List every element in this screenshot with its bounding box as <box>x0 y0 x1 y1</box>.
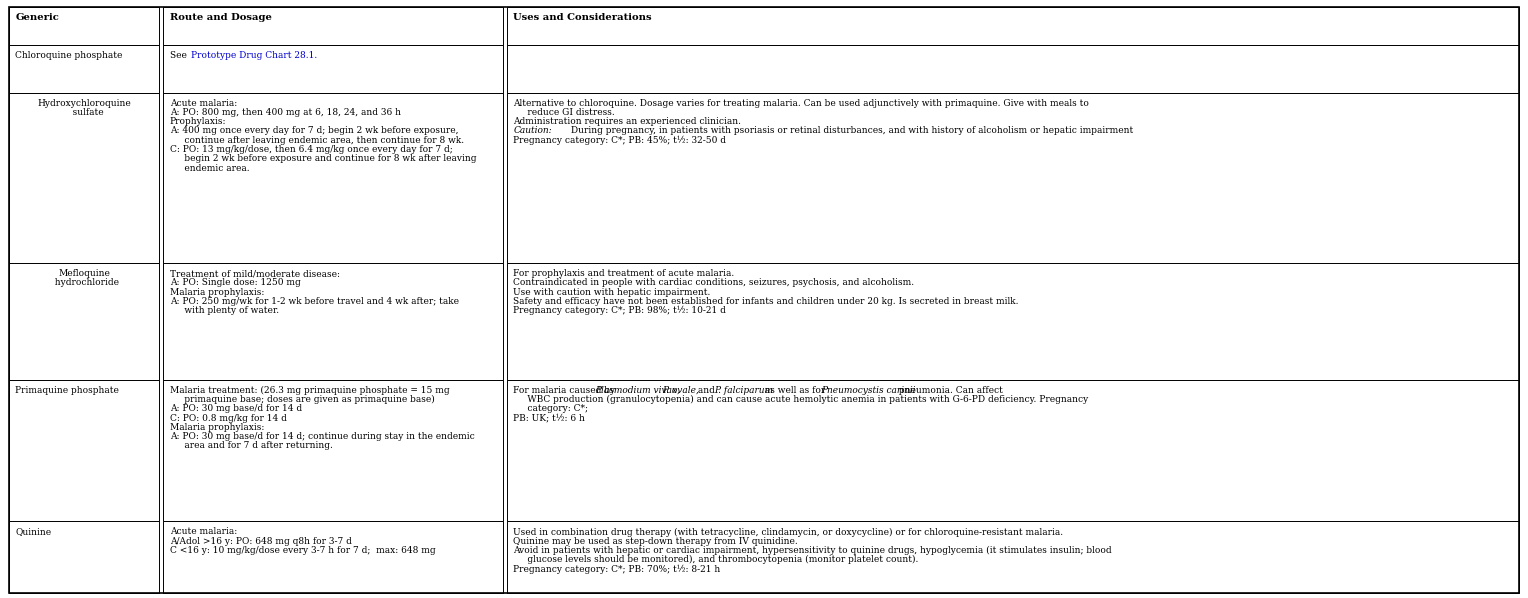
Text: Malaria prophylaxis:: Malaria prophylaxis: <box>170 288 264 297</box>
Text: WBC production (granulocytopenia) and can cause acute hemolytic anemia in patien: WBC production (granulocytopenia) and ca… <box>513 395 1088 404</box>
Text: PB: UK; t½: 6 h: PB: UK; t½: 6 h <box>513 414 585 423</box>
Text: and: and <box>695 386 718 395</box>
Text: P. falciparum: P. falciparum <box>714 386 773 395</box>
Text: Use with caution with hepatic impairment.: Use with caution with hepatic impairment… <box>513 288 711 297</box>
Text: Acute malaria:: Acute malaria: <box>170 99 237 108</box>
Text: Quinine may be used as step-down therapy from IV quinidine.: Quinine may be used as step-down therapy… <box>513 537 798 546</box>
Text: Acute malaria:: Acute malaria: <box>170 527 237 536</box>
Text: reduce GI distress.: reduce GI distress. <box>513 108 616 117</box>
Bar <box>9 263 159 380</box>
Text: A: PO: 250 mg/wk for 1-2 wk before travel and 4 wk after; take: A: PO: 250 mg/wk for 1-2 wk before trave… <box>170 297 458 306</box>
Bar <box>9 45 159 93</box>
Text: Pneumocystis carinii: Pneumocystis carinii <box>822 386 917 395</box>
Text: A: PO: 800 mg, then 400 mg at 6, 18, 24, and 36 h: A: PO: 800 mg, then 400 mg at 6, 18, 24,… <box>170 108 400 117</box>
Text: For prophylaxis and treatment of acute malaria.: For prophylaxis and treatment of acute m… <box>513 269 735 278</box>
Text: C <16 y: 10 mg/kg/dose every 3-7 h for 7 d;  max: 648 mg: C <16 y: 10 mg/kg/dose every 3-7 h for 7… <box>170 546 435 555</box>
Text: area and for 7 d after returning.: area and for 7 d after returning. <box>170 441 333 450</box>
Bar <box>163 521 503 593</box>
Bar <box>507 93 1519 263</box>
Text: A: PO: Single dose: 1250 mg: A: PO: Single dose: 1250 mg <box>170 278 301 288</box>
Text: Quinine: Quinine <box>15 527 52 536</box>
Bar <box>9 93 159 263</box>
Text: Contraindicated in people with cardiac conditions, seizures, psychosis, and alco: Contraindicated in people with cardiac c… <box>513 278 915 288</box>
Bar <box>163 263 503 380</box>
Text: Caution:: Caution: <box>513 126 552 136</box>
Text: A: PO: 30 mg base/d for 14 d: A: PO: 30 mg base/d for 14 d <box>170 404 301 413</box>
Text: C: PO: 13 mg/kg/dose, then 6.4 mg/kg once every day for 7 d;: C: PO: 13 mg/kg/dose, then 6.4 mg/kg onc… <box>170 145 452 154</box>
Text: Pregnancy category: C*; PB: 70%; t½: 8-21 h: Pregnancy category: C*; PB: 70%; t½: 8-2… <box>513 565 721 574</box>
Text: Safety and efficacy have not been established for infants and children under 20 : Safety and efficacy have not been establ… <box>513 297 1019 306</box>
Text: Treatment of mild/moderate disease:: Treatment of mild/moderate disease: <box>170 269 339 278</box>
Text: A: PO: 30 mg base/d for 14 d; continue during stay in the endemic: A: PO: 30 mg base/d for 14 d; continue d… <box>170 432 474 441</box>
Text: P. ovale,: P. ovale, <box>662 386 698 395</box>
Text: Prototype Drug Chart 28.1.: Prototype Drug Chart 28.1. <box>191 51 318 60</box>
Text: Used in combination drug therapy (with tetracycline, clindamycin, or doxycycline: Used in combination drug therapy (with t… <box>513 527 1063 536</box>
Text: Generic: Generic <box>15 13 60 22</box>
Bar <box>163 93 503 263</box>
Text: continue after leaving endemic area, then continue for 8 wk.: continue after leaving endemic area, the… <box>170 136 463 145</box>
Text: Hydroxychloroquine: Hydroxychloroquine <box>37 99 131 108</box>
Text: Uses and Considerations: Uses and Considerations <box>513 13 652 22</box>
Text: A/Adol >16 y: PO: 648 mg q8h for 3-7 d: A/Adol >16 y: PO: 648 mg q8h for 3-7 d <box>170 537 351 546</box>
Bar <box>9 7 159 45</box>
Text: category: C*;: category: C*; <box>513 404 588 413</box>
Text: Malaria treatment: (26.3 mg primaquine phosphate = 15 mg: Malaria treatment: (26.3 mg primaquine p… <box>170 386 449 395</box>
Text: C: PO: 0.8 mg/kg for 14 d: C: PO: 0.8 mg/kg for 14 d <box>170 414 286 423</box>
Text: glucose levels should be monitored), and thrombocytopenia (monitor platelet coun: glucose levels should be monitored), and… <box>513 555 918 565</box>
Text: Malaria prophylaxis:: Malaria prophylaxis: <box>170 423 264 432</box>
Bar <box>163 380 503 521</box>
Bar <box>507 45 1519 93</box>
Bar <box>507 521 1519 593</box>
Text: endemic area.: endemic area. <box>170 163 249 173</box>
Bar <box>9 380 159 521</box>
Text: Chloroquine phosphate: Chloroquine phosphate <box>15 51 122 60</box>
Text: Route and Dosage: Route and Dosage <box>170 13 272 22</box>
Bar <box>507 7 1519 45</box>
Text: begin 2 wk before exposure and continue for 8 wk after leaving: begin 2 wk before exposure and continue … <box>170 154 477 163</box>
Text: Pregnancy category: C*; PB: 45%; t½: 32-50 d: Pregnancy category: C*; PB: 45%; t½: 32-… <box>513 136 726 145</box>
Text: See: See <box>170 51 189 60</box>
Text: Pregnancy category: C*; PB: 98%; t½: 10-21 d: Pregnancy category: C*; PB: 98%; t½: 10-… <box>513 306 726 316</box>
Text: Plasmodium vivax,: Plasmodium vivax, <box>594 386 680 395</box>
Text: Avoid in patients with hepatic or cardiac impairment, hypersensitivity to quinin: Avoid in patients with hepatic or cardia… <box>513 546 1112 555</box>
Bar <box>507 380 1519 521</box>
Text: A: 400 mg once every day for 7 d; begin 2 wk before exposure,: A: 400 mg once every day for 7 d; begin … <box>170 126 458 136</box>
Text: hydrochloride: hydrochloride <box>49 278 119 288</box>
Bar <box>507 263 1519 380</box>
Text: Alternative to chloroquine. Dosage varies for treating malaria. Can be used adju: Alternative to chloroquine. Dosage varie… <box>513 99 1089 108</box>
Text: as well as for: as well as for <box>762 386 828 395</box>
Text: primaquine base; doses are given as primaquine base): primaquine base; doses are given as prim… <box>170 395 434 404</box>
Text: with plenty of water.: with plenty of water. <box>170 306 278 315</box>
Text: Mefloquine: Mefloquine <box>58 269 110 278</box>
Text: Prophylaxis:: Prophylaxis: <box>170 117 226 126</box>
Bar <box>9 521 159 593</box>
Text: sulfate: sulfate <box>64 108 104 117</box>
Text: pneumonia. Can affect: pneumonia. Can affect <box>895 386 1002 395</box>
Bar <box>163 7 503 45</box>
Text: Primaquine phosphate: Primaquine phosphate <box>15 386 119 395</box>
Text: For malaria caused by: For malaria caused by <box>513 386 619 395</box>
Text: During pregnancy, in patients with psoriasis or retinal disturbances, and with h: During pregnancy, in patients with psori… <box>568 126 1134 136</box>
Bar <box>163 45 503 93</box>
Text: Administration requires an experienced clinician.: Administration requires an experienced c… <box>513 117 741 126</box>
